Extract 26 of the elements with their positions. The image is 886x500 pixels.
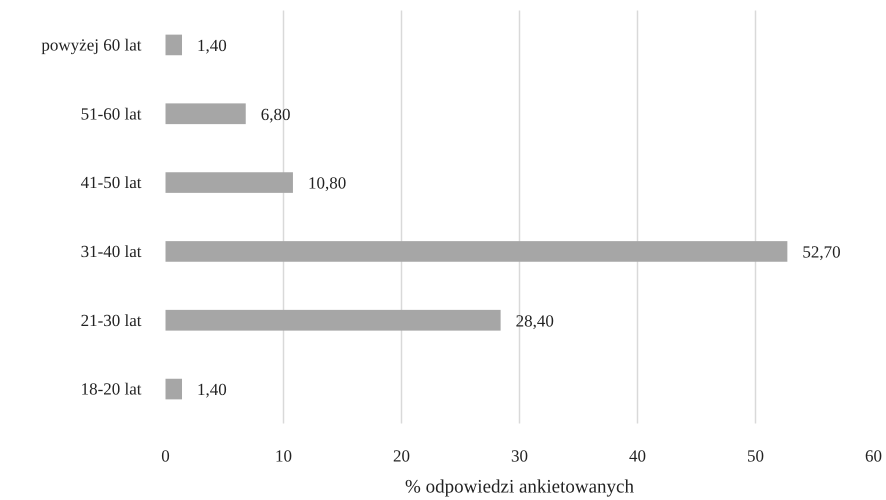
x-tick-label: 0 [161,446,170,466]
bar [166,378,182,400]
data-label: 10,80 [308,174,346,193]
bar [166,310,501,331]
y-tick-label: 41-50 lat [80,173,142,192]
bar [166,34,182,56]
data-label: 28,40 [516,311,554,330]
y-tick-label: 51-60 lat [80,104,142,124]
data-label: 6,80 [260,104,290,124]
y-tick-label: 21-30 lat [80,310,142,330]
bar [166,172,293,193]
bar [166,103,246,124]
data-label: 52,70 [802,242,841,262]
y-tick-label: 31-40 lat [80,242,142,261]
x-tick-label: 10 [275,446,292,466]
x-axis-title: % odpowiedzi ankietowanych [405,476,634,498]
x-tick-label: 30 [511,446,528,466]
x-tick-label: 50 [747,446,764,466]
x-tick-label: 40 [629,446,646,466]
y-tick-label: 18-20 lat [80,380,142,399]
data-label: 1,40 [197,36,227,55]
data-label: 1,40 [197,380,227,400]
y-tick-label: powyżej 60 lat [41,35,142,54]
bar [166,241,788,262]
x-tick-label: 20 [393,446,410,466]
x-tick-label: 60 [865,446,882,466]
